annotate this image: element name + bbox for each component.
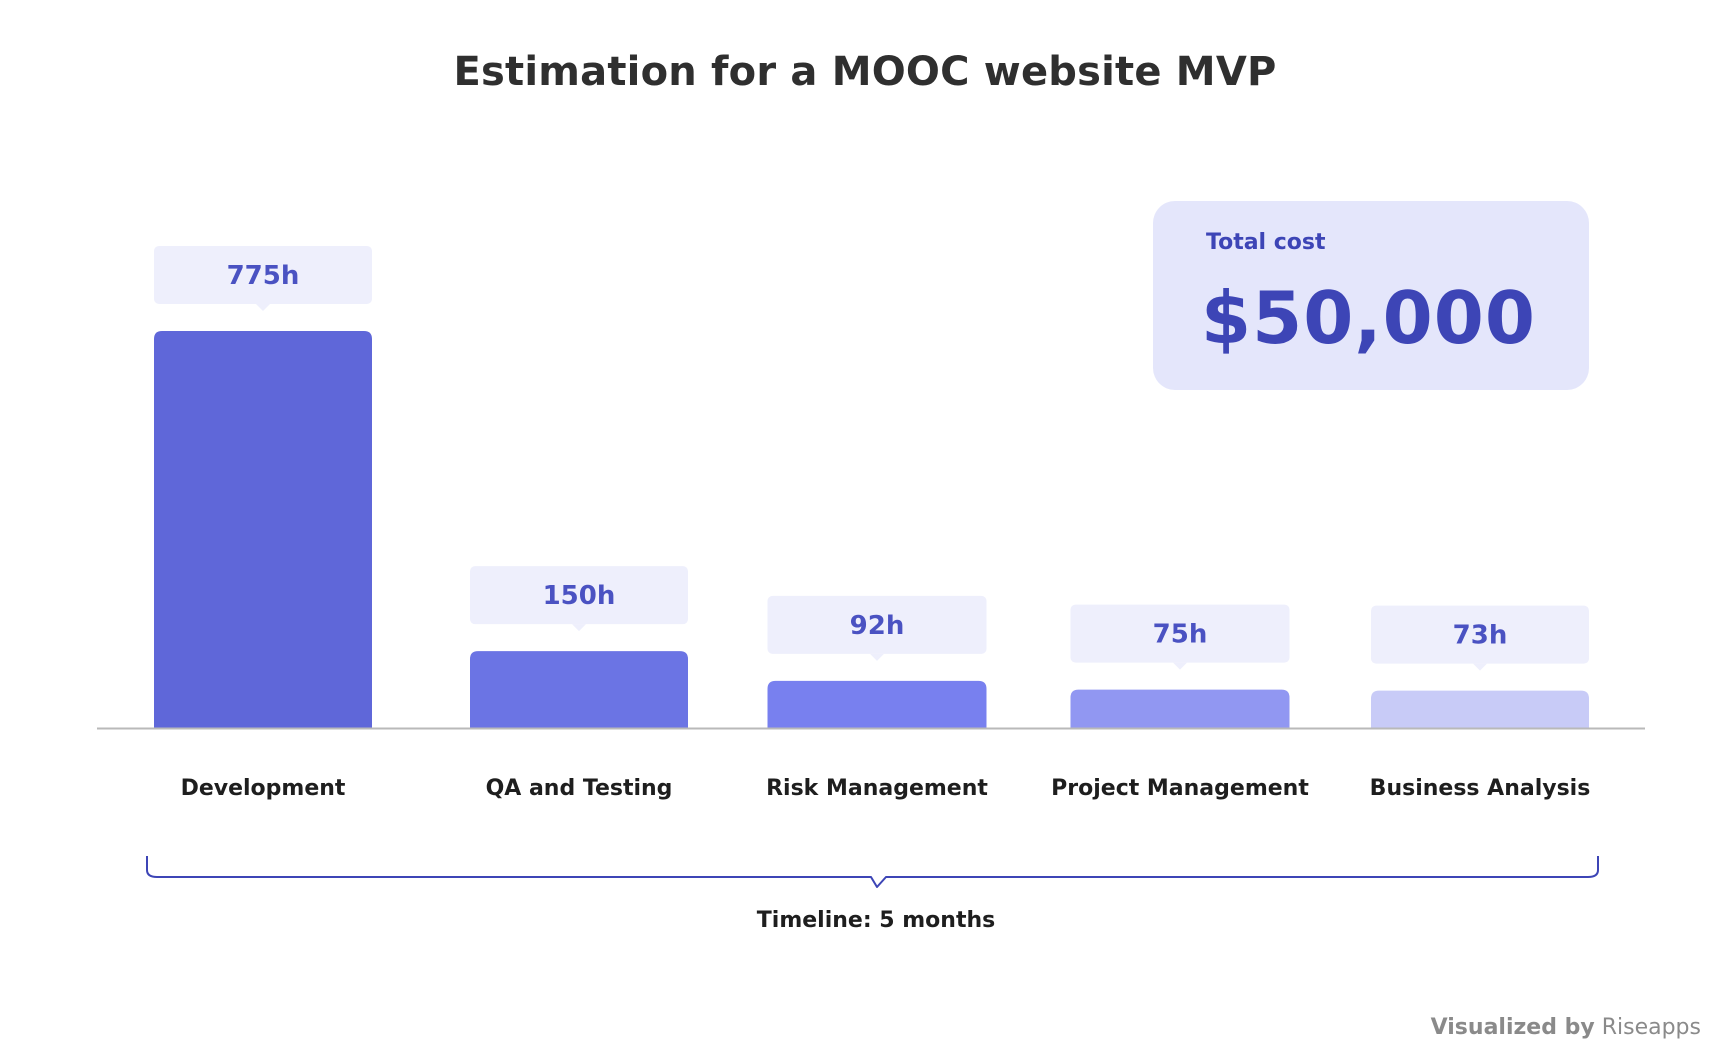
value-label-pointer [256, 303, 270, 311]
bar-development [154, 330, 372, 728]
value-label-text: 150h [543, 581, 616, 611]
credit-line: Visualized by Riseapps [1431, 1013, 1701, 1043]
timeline-bracket [146, 856, 1599, 888]
value-label-box [154, 245, 372, 304]
value-label-text: 73h [1453, 621, 1508, 651]
value-label-text: 75h [1153, 620, 1208, 650]
value-label-development: 775h [154, 245, 372, 311]
bar-qa-and-testing [470, 651, 688, 728]
value-label-qa-and-testing: 150h [470, 566, 688, 632]
value-label-pointer [1473, 663, 1487, 671]
timeline-label: Timeline: 5 months [756, 908, 996, 933]
category-label-project-management: Project Management [1051, 776, 1309, 801]
category-label-risk-management: Risk Management [766, 776, 988, 801]
labels-layer: 775h Development 150h QA and Testing 92h Risk… [154, 245, 1591, 801]
total-cost-card: Total cost $50,000 [1153, 201, 1589, 390]
category-label-development: Development [181, 776, 346, 801]
value-label-business-analysis: 73h [1371, 605, 1589, 671]
total-cost-value: $50,000 [1201, 276, 1536, 360]
value-label-pointer [870, 653, 884, 661]
value-label-text: 775h [227, 261, 300, 291]
value-label-box [1371, 605, 1589, 664]
value-label-text: 92h [850, 611, 905, 641]
credit-prefix: Visualized by [1430, 1015, 1595, 1040]
bars-layer [154, 330, 1589, 728]
credit-brand: Riseapps [1601, 1015, 1701, 1040]
category-label-business-analysis: Business Analysis [1370, 776, 1591, 801]
bar-project-management [1070, 689, 1290, 728]
value-label-box [1070, 604, 1290, 663]
bar-risk-management [767, 680, 987, 728]
value-label-project-management: 75h [1070, 604, 1290, 670]
total-cost-label: Total cost [1206, 230, 1326, 255]
value-label-pointer [1173, 662, 1187, 670]
chart-title: Estimation for a MOOC website MVP [453, 49, 1277, 95]
category-label-qa-and-testing: QA and Testing [486, 776, 673, 801]
value-label-pointer [572, 624, 586, 632]
value-label-box [767, 595, 987, 654]
value-label-risk-management: 92h [767, 595, 987, 661]
bar-business-analysis [1371, 690, 1589, 728]
value-label-box [470, 566, 688, 625]
